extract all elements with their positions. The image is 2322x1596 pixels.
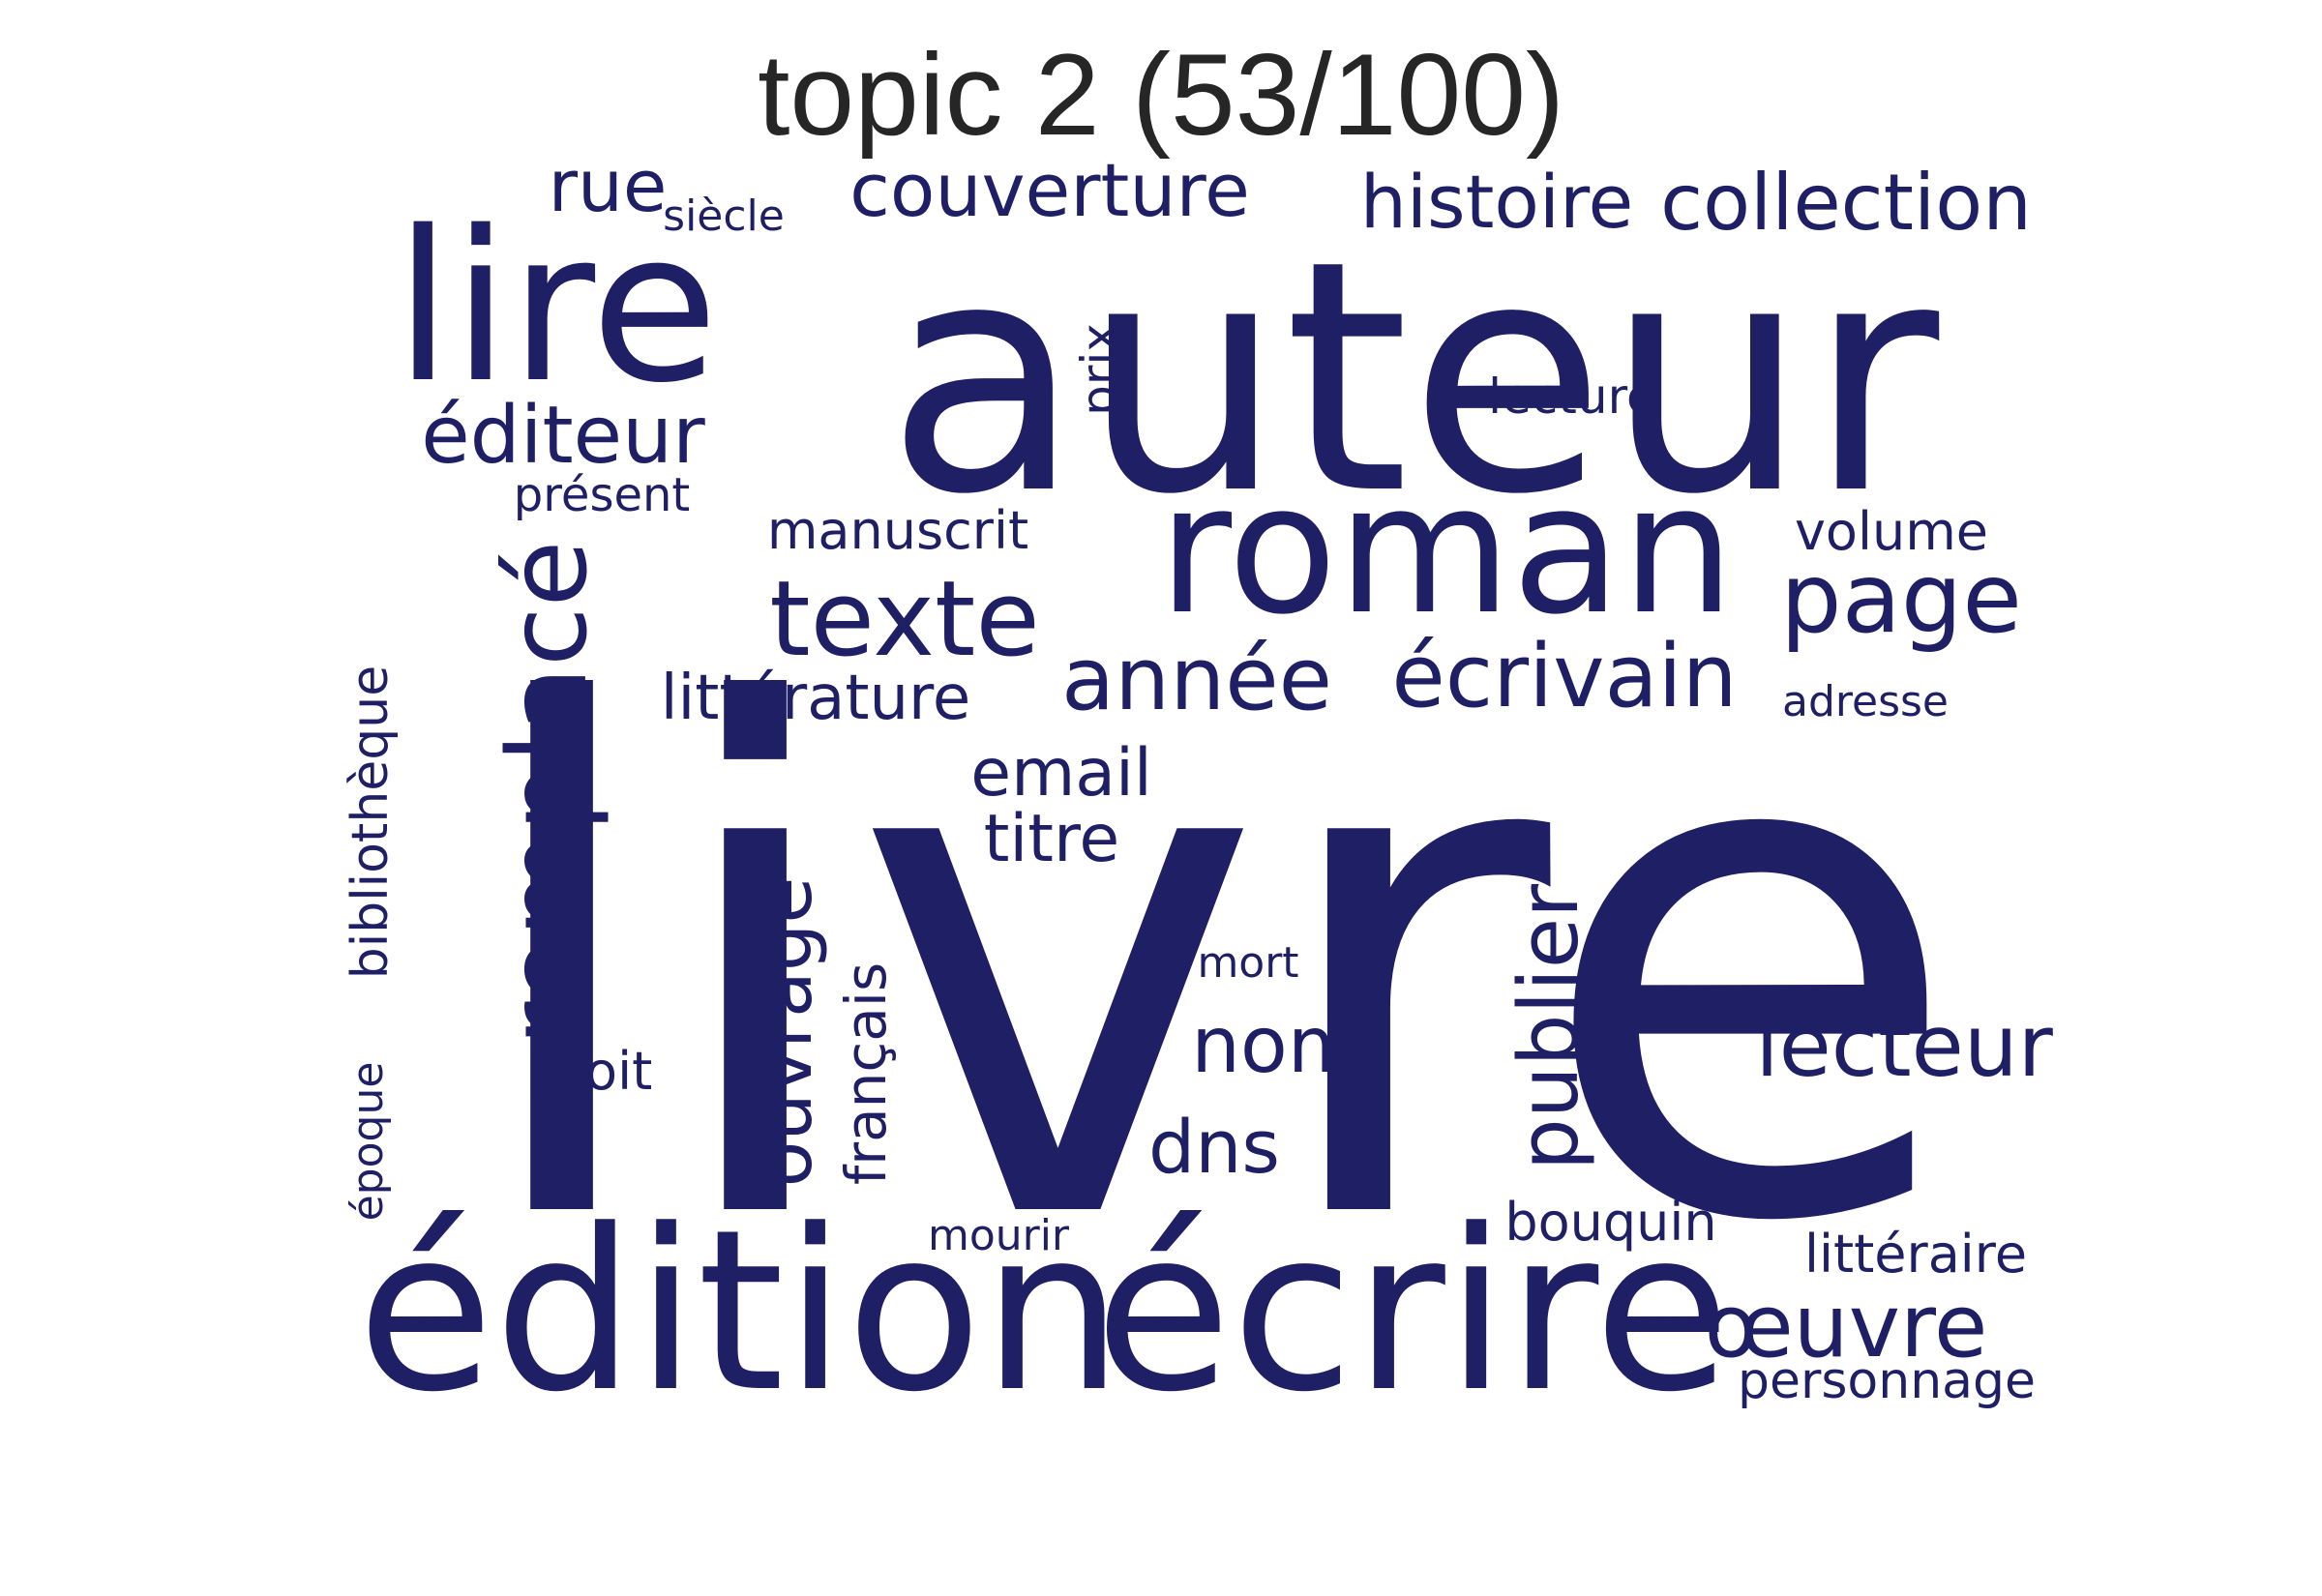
cloud-word: écrivain: [1391, 626, 1737, 727]
cloud-word: époque: [343, 1062, 393, 1222]
cloud-word: année: [1061, 629, 1332, 730]
cloud-word: volume: [1795, 501, 1988, 562]
cloud-word: édition: [357, 1183, 1123, 1441]
cloud-word: prix: [1071, 323, 1127, 416]
cloud-word: collection: [1660, 158, 2032, 248]
cloud-word: rue: [549, 145, 668, 228]
cloud-word: œuvre: [1705, 1276, 1988, 1377]
cloud-word: ouvrage: [742, 877, 829, 1188]
cloud-word: littéraire: [1804, 1224, 2027, 1285]
cloud-word: écrire: [1094, 1183, 1730, 1441]
cloud-word: nom: [1191, 1000, 1363, 1090]
figure-title: topic 2 (53/100): [758, 30, 1564, 160]
cloud-word: éditeur: [421, 390, 705, 482]
cloud-word: livre: [464, 563, 1963, 1374]
cloud-word: lecture: [1488, 369, 1656, 425]
cloud-word: couverture: [849, 147, 1250, 233]
cloud-word: histoire: [1360, 159, 1634, 245]
cloud-word: mort: [1197, 938, 1298, 988]
cloud-word: dns: [1148, 1104, 1280, 1190]
cloud-word: droit: [532, 1041, 653, 1102]
cloud-word: email: [970, 735, 1152, 812]
cloud-word: mourir: [928, 1211, 1070, 1260]
cloud-word: bouquin: [1504, 1192, 1716, 1253]
cloud-word: français: [833, 962, 899, 1185]
cloud-word: roman: [1158, 445, 1735, 654]
cloud-word: personnage: [1738, 1352, 2036, 1410]
cloud-word: littérature: [661, 663, 971, 734]
cloud-word: texte: [769, 559, 1040, 680]
cloud-word: titre: [984, 801, 1120, 877]
cloud-word: page: [1780, 542, 2022, 655]
cloud-word: adresse: [1782, 677, 1949, 726]
cloud-word: auteur: [886, 192, 1943, 564]
cloud-word: présent: [514, 468, 690, 522]
cloud-word: siècle: [663, 192, 785, 241]
cloud-word: lecteur: [1755, 996, 2053, 1096]
cloud-word: lire: [394, 186, 718, 429]
cloud-word: remplacé: [486, 541, 611, 1047]
cloud-word: manuscrit: [767, 500, 1028, 561]
cloud-word: publier: [1502, 884, 1597, 1170]
cloud-word: bibliothèque: [342, 665, 400, 979]
